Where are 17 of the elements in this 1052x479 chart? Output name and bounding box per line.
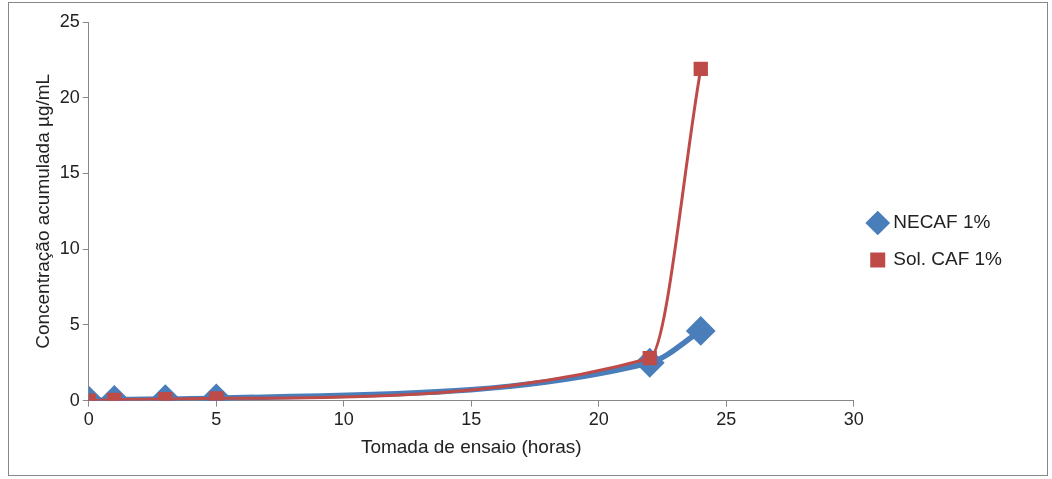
x-tick-label: 25 [716,409,737,430]
y-tick-label: 0 [69,389,80,410]
x-tick-label: 15 [461,409,482,430]
x-axis-title: Tomada de ensaio (horas) [360,435,582,457]
x-tick-label: 20 [588,409,609,430]
y-tick-label: 5 [69,313,80,334]
legend-label: NECAF 1% [893,211,991,233]
legend-label: Sol. CAF 1% [893,248,1003,270]
y-tick-label: 25 [59,10,80,31]
y-tick-label: 20 [59,86,80,107]
x-tick-label: 30 [843,409,864,430]
x-tick-label: 5 [211,409,222,430]
y-tick-label: 10 [59,238,80,259]
x-tick-label: 10 [333,409,354,430]
x-tick-label: 0 [83,409,94,430]
y-tick-label: 15 [59,162,80,183]
y-axis-title: Concentração acumulada µg/mL [31,73,53,349]
